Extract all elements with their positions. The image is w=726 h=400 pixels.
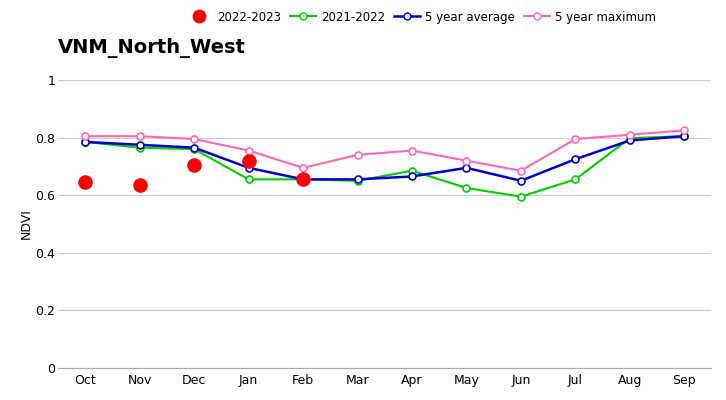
Point (298, 176, 309, 182)
Point (134, 182, 145, 188)
Point (188, 162, 200, 168)
Point (79, 179, 91, 186)
Point (242, 158, 254, 164)
Text: VNM_North_West: VNM_North_West (58, 38, 246, 58)
Y-axis label: NDVI: NDVI (20, 208, 33, 240)
Legend: 2022-2023, 2021-2022, 5 year average, 5 year maximum: 2022-2023, 2021-2022, 5 year average, 5 … (182, 6, 661, 28)
